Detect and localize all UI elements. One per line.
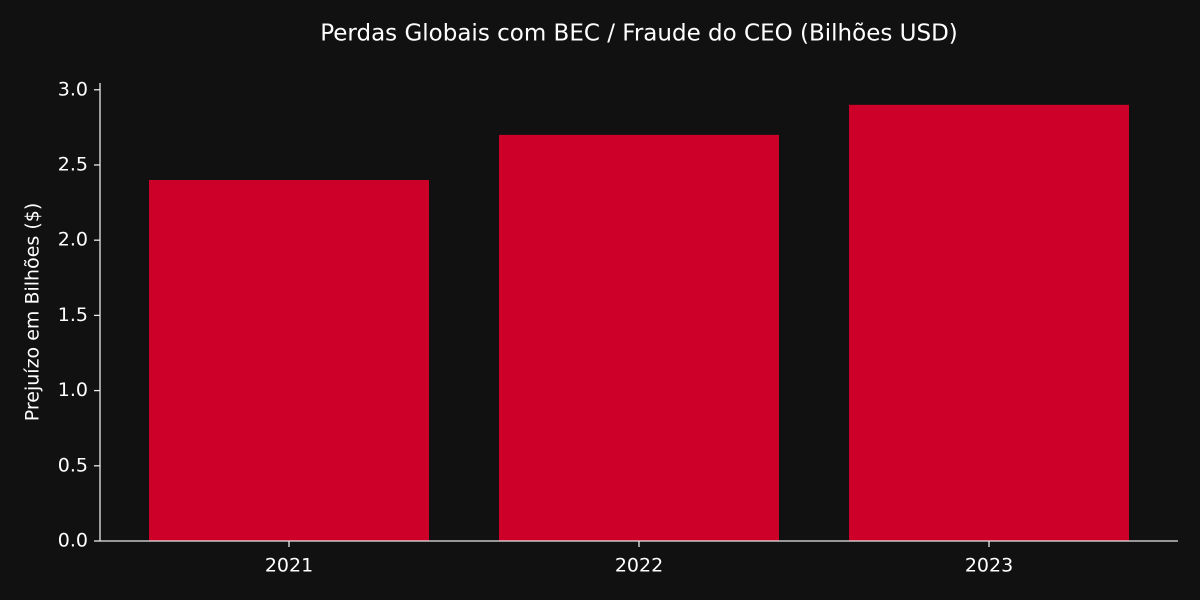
y-tick-label: 3.0 <box>58 78 88 100</box>
y-tick-label: 0.5 <box>58 454 88 476</box>
bar <box>149 180 429 542</box>
y-axis-label: Prejuízo em Bilhões ($) <box>22 203 44 421</box>
y-tick-label: 1.0 <box>58 379 88 401</box>
y-tick-label: 2.5 <box>58 153 88 175</box>
y-tick-label: 1.5 <box>58 304 88 326</box>
bar <box>849 104 1129 542</box>
chart-title: Perdas Globais com BEC / Fraude do CEO (… <box>320 21 958 47</box>
y-tick-label: 0.0 <box>58 530 88 552</box>
x-tick-label: 2023 <box>965 555 1013 577</box>
x-tick-label: 2022 <box>615 555 663 577</box>
bar <box>499 134 779 541</box>
x-tick-label: 2021 <box>265 555 313 577</box>
y-tick-label: 2.0 <box>58 229 88 251</box>
